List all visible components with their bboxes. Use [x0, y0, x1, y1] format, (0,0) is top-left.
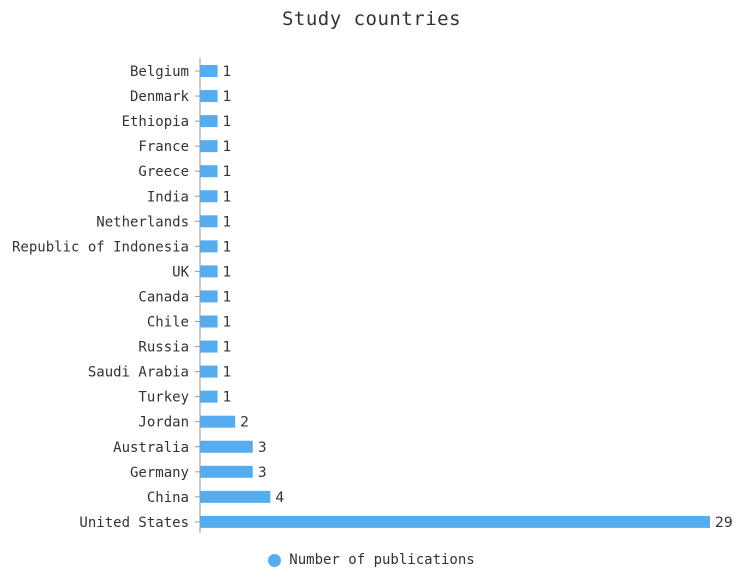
- category-label: Netherlands: [96, 214, 189, 230]
- category-label: France: [138, 139, 189, 155]
- category-label: Denmark: [130, 89, 190, 105]
- bar-turkey[interactable]: [200, 390, 218, 403]
- value-label: 1: [223, 264, 232, 280]
- bar-belgium[interactable]: [200, 65, 218, 77]
- value-label: 1: [223, 214, 232, 230]
- value-label: 1: [223, 64, 232, 80]
- bar-france[interactable]: [200, 140, 218, 153]
- value-label: 1: [223, 139, 232, 155]
- bar-denmark[interactable]: [200, 90, 218, 103]
- value-label: 3: [258, 465, 267, 481]
- category-label: Germany: [130, 465, 189, 481]
- category-label: Jordan: [138, 415, 189, 431]
- value-label: 1: [223, 365, 232, 381]
- category-label: India: [147, 189, 189, 205]
- category-label: Turkey: [138, 390, 189, 406]
- category-label: Belgium: [130, 64, 189, 80]
- bar-australia[interactable]: [200, 440, 253, 453]
- value-label: 1: [223, 189, 232, 205]
- bar-chile[interactable]: [200, 315, 218, 328]
- category-label: Russia: [138, 340, 189, 356]
- bar-republic-of-indonesia[interactable]: [200, 240, 218, 253]
- category-label: Saudi Arabia: [88, 365, 189, 381]
- category-label: Ethiopia: [122, 114, 189, 130]
- legend[interactable]: Number of publications: [0, 552, 743, 568]
- category-label: United States: [79, 515, 189, 531]
- value-label: 4: [275, 490, 284, 506]
- value-label: 1: [223, 239, 232, 255]
- value-label: 1: [223, 164, 232, 180]
- bar-greece[interactable]: [200, 165, 218, 178]
- bar-ethiopia[interactable]: [200, 115, 218, 128]
- bar-uk[interactable]: [200, 265, 218, 278]
- value-label: 1: [223, 89, 232, 105]
- value-label: 1: [223, 315, 232, 331]
- bar-netherlands[interactable]: [200, 215, 218, 228]
- category-label: Canada: [138, 289, 189, 305]
- category-label: Australia: [113, 440, 189, 456]
- category-label: Republic of Indonesia: [12, 239, 189, 255]
- value-label: 2: [240, 415, 249, 431]
- y-axis: [195, 58, 201, 533]
- bar-united-states[interactable]: [200, 515, 711, 528]
- bar-india[interactable]: [200, 190, 218, 203]
- value-label: 1: [223, 340, 232, 356]
- legend-swatch-icon: [268, 553, 282, 567]
- value-label: 3: [258, 440, 267, 456]
- bar-germany[interactable]: [200, 465, 253, 478]
- value-label: 1: [223, 114, 232, 130]
- bar-jordan[interactable]: [200, 415, 236, 428]
- category-label: Greece: [138, 164, 189, 180]
- category-labels: Belgium Denmark Ethiopia France Greece India N…: [12, 64, 190, 531]
- value-label: 1: [223, 390, 232, 406]
- chart-title: Study countries: [281, 8, 462, 30]
- category-label: China: [147, 490, 189, 506]
- category-label: UK: [172, 264, 189, 280]
- legend-label: Number of publications: [289, 552, 475, 568]
- category-label: Chile: [147, 315, 189, 331]
- value-label: 1: [223, 289, 232, 305]
- value-label: 29: [715, 515, 733, 531]
- bar-china[interactable]: [200, 490, 271, 503]
- bar-russia[interactable]: [200, 340, 218, 353]
- bar-canada[interactable]: [200, 290, 218, 303]
- bars-layer: [200, 65, 711, 528]
- bar-saudi-arabia[interactable]: [200, 365, 218, 378]
